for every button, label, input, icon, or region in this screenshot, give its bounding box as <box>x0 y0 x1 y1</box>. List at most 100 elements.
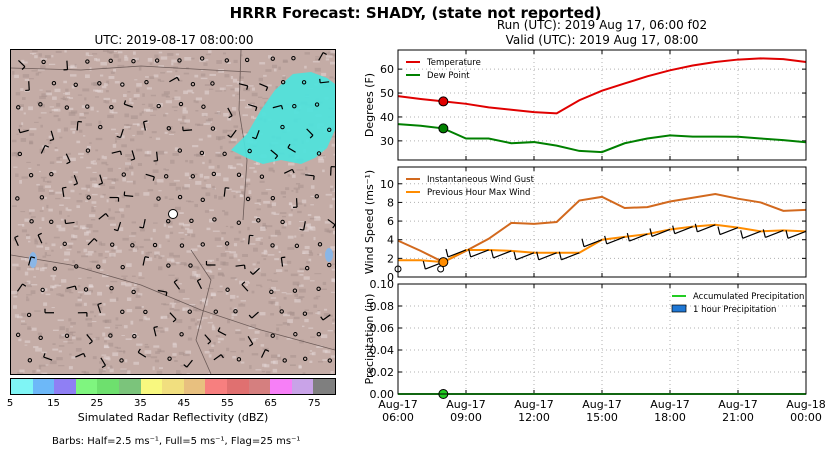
wind-barb-flag <box>83 353 86 358</box>
wind-barb-flag <box>252 136 257 140</box>
wind-barb-flag <box>694 223 698 232</box>
wind-barb-flag <box>649 228 653 237</box>
y-axis-label: Precipitation (in) <box>363 294 376 385</box>
calm-circle <box>83 287 89 292</box>
wind-barb-flag <box>265 348 270 352</box>
y-tick-label: 0.08 <box>370 300 395 313</box>
calm-circle <box>316 332 322 337</box>
wind-barb-flag <box>626 232 630 242</box>
radar-echo <box>231 72 335 164</box>
wind-barb <box>169 76 178 83</box>
calm-circle <box>314 102 320 107</box>
wind-barb <box>248 235 251 245</box>
wind-barb <box>235 264 245 267</box>
x-tick-label: 00:00 <box>790 411 822 424</box>
y-tick-label: 0.10 <box>370 278 395 291</box>
wind-barb-flag <box>265 86 269 92</box>
calm-circle <box>210 81 215 86</box>
y-tick-label: 0.04 <box>370 344 395 357</box>
calm-circle <box>178 101 184 107</box>
colorbar-segment <box>118 379 141 394</box>
calm-circle <box>314 194 319 199</box>
wind-barb-flag <box>137 348 141 353</box>
colorbar-tick-label: 75 <box>307 398 321 409</box>
calm-circle <box>86 195 91 200</box>
wind-barb <box>287 147 296 153</box>
x-tick-label: 09:00 <box>450 411 482 424</box>
wind-barb <box>561 252 580 261</box>
y-axis-label: Degrees (F) <box>363 73 376 137</box>
colorbar-segment <box>97 379 119 394</box>
wind-barb-flag <box>299 228 304 231</box>
calm-circle <box>109 104 114 110</box>
wind-barb-flag <box>422 260 426 270</box>
calm-circle <box>166 263 171 268</box>
wind-barb <box>327 218 335 226</box>
wind-barb <box>66 285 76 289</box>
wind-barb <box>124 103 133 108</box>
calm-circle <box>97 81 102 86</box>
wind-barb <box>186 359 193 368</box>
wind-barb <box>493 250 512 259</box>
colorbar-segment <box>205 379 227 394</box>
calm-circle <box>233 309 238 314</box>
wind-barb <box>27 256 32 266</box>
wind-barb-flag <box>220 354 224 359</box>
wind-barb <box>142 219 146 229</box>
wind-barb-flag <box>672 225 676 234</box>
colorbar-segment <box>54 379 76 394</box>
wind-barb <box>303 221 306 231</box>
calm-circle <box>28 172 34 178</box>
wind-barb <box>183 129 193 132</box>
y-tick-label: 0 <box>387 271 394 284</box>
calm-circle <box>52 266 58 271</box>
colorbar-tick-label: 35 <box>134 398 147 409</box>
colorbar-segment <box>11 379 33 394</box>
calm-circle <box>327 127 332 132</box>
calm-circle <box>224 58 230 63</box>
calm-circle <box>119 358 124 363</box>
wind-barb <box>251 311 259 319</box>
wind-barb-flag <box>281 256 286 259</box>
wind-barb <box>241 284 249 292</box>
wind-barb <box>213 354 222 361</box>
calm-circle <box>259 174 265 179</box>
wind-barb <box>629 233 648 242</box>
calm-circle <box>294 243 300 249</box>
wind-barb-flag <box>105 213 109 217</box>
wind-barb-flag <box>228 115 233 119</box>
wind-barb-flag <box>172 318 177 323</box>
wind-barb <box>97 304 102 314</box>
y-tick-label: 40 <box>380 111 394 124</box>
wind-barb-flag <box>217 327 221 332</box>
radar-map[interactable] <box>10 49 336 375</box>
wind-barb-flag <box>21 66 26 70</box>
calm-circle <box>236 220 242 225</box>
calm-circle <box>224 241 230 246</box>
calm-circle <box>179 243 185 248</box>
wind-barb-flag <box>139 226 144 229</box>
wind-barb <box>306 128 314 136</box>
calm-circle <box>189 218 194 224</box>
wind-barb-flag <box>144 256 149 259</box>
calm-circle <box>270 195 276 201</box>
wind-barb <box>252 267 260 275</box>
wind-barb <box>169 312 177 320</box>
wind-barb <box>76 121 79 131</box>
colorbar-segment <box>248 379 271 394</box>
radar-map-canvas <box>11 50 335 374</box>
valid-time-marker <box>438 96 449 107</box>
calm-circle <box>26 312 32 318</box>
wind-barb-flag <box>30 256 36 259</box>
calm-circle <box>41 59 46 65</box>
calm-circle <box>166 126 171 131</box>
x-tick-label: 21:00 <box>722 411 754 424</box>
wind-barb <box>238 83 248 87</box>
valid-time-marker <box>438 257 449 268</box>
wind-barb <box>322 314 331 321</box>
wind-barb <box>66 60 69 70</box>
wind-barb-flag <box>183 364 188 368</box>
series-line <box>397 123 807 154</box>
barb-legend-note: Barbs: Half=2.5 ms⁻¹, Full=5 ms⁻¹, Flag=… <box>52 436 301 447</box>
wind-barb <box>651 228 671 238</box>
